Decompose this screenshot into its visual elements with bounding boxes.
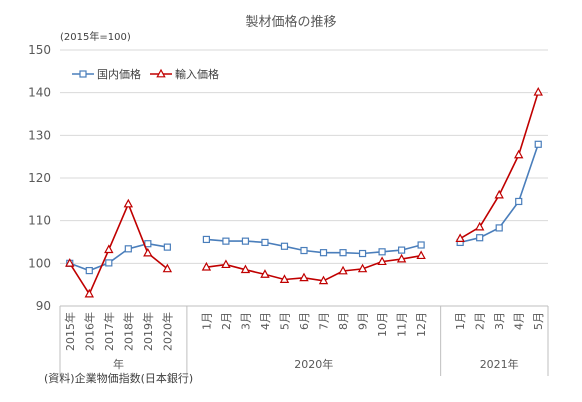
series-line <box>206 238 422 255</box>
x-tick-label: 7月 <box>318 312 331 330</box>
series-line <box>459 91 539 240</box>
data-point <box>124 245 132 253</box>
x-tick-label: 10月 <box>376 312 389 337</box>
data-point <box>143 247 153 257</box>
data-point <box>455 233 465 242</box>
y-tick-label: 120 <box>28 171 51 185</box>
data-point <box>105 259 113 267</box>
x-tick-label: 2018年 <box>121 312 135 351</box>
data-point <box>222 237 230 245</box>
data-point <box>299 272 309 282</box>
x-tick-label: 5月 <box>532 312 545 330</box>
x-tick-label: 11月 <box>396 312 409 337</box>
group-label: 2021年 <box>480 357 519 371</box>
data-point <box>514 149 524 159</box>
data-point <box>162 263 173 273</box>
x-tick-label: 9月 <box>357 312 370 330</box>
y-tick-label: 100 <box>28 256 51 270</box>
data-point <box>495 224 503 232</box>
x-tick-label: 2月 <box>474 312 487 330</box>
data-point <box>378 248 386 256</box>
data-point <box>318 275 329 285</box>
legend-marker <box>156 68 166 78</box>
group-label: 年 <box>113 357 124 371</box>
x-tick-label: 3月 <box>493 312 506 330</box>
data-point <box>123 198 134 208</box>
x-tick-label: 8月 <box>337 312 350 330</box>
data-point <box>398 246 406 254</box>
data-point <box>85 266 93 275</box>
data-point <box>65 258 75 267</box>
data-point <box>319 249 328 257</box>
x-tick-label: 5月 <box>278 312 291 330</box>
data-point <box>474 221 485 231</box>
series-line <box>206 254 422 282</box>
y-tick-label: 90 <box>36 299 51 313</box>
data-point <box>279 274 290 283</box>
legend: 国内価格 輸入価格 <box>72 67 219 81</box>
data-point <box>300 246 308 255</box>
data-point <box>417 241 425 249</box>
data-point <box>104 244 114 254</box>
data-point <box>241 237 250 245</box>
x-tick-label: 3月 <box>239 312 252 330</box>
legend-label: 輸入価格 <box>175 67 219 81</box>
data-point <box>357 263 368 273</box>
x-tick-label: 4月 <box>259 312 272 330</box>
group-label: 2020年 <box>294 357 333 371</box>
x-tick-label: 2月 <box>220 312 233 330</box>
x-tick-label: 6月 <box>298 312 311 330</box>
gridlines <box>60 49 548 307</box>
x-tick-label: 2015年 <box>63 312 77 351</box>
x-tick-label: 2019年 <box>141 312 155 351</box>
data-point <box>358 249 367 258</box>
data-point <box>416 250 426 260</box>
x-tick-label: 2017年 <box>102 312 116 351</box>
axes: 90 100 110 120 130 140 150 2015年 2016年 2017年 2018年… <box>28 43 549 376</box>
y-tick-label: 150 <box>28 43 51 57</box>
chart-title: 製材価格の推移 <box>245 14 336 30</box>
y-tick-label: 110 <box>28 214 51 228</box>
data-point <box>260 269 270 278</box>
y-tick-label: 140 <box>28 86 51 100</box>
data-point <box>201 261 212 271</box>
series-layer <box>65 86 543 298</box>
data-point <box>338 265 348 275</box>
y-tick-label: 130 <box>28 128 51 142</box>
data-point <box>377 256 387 266</box>
data-point <box>280 242 289 250</box>
x-tick-label: 1月 <box>200 312 213 330</box>
x-tick-label: 2016年 <box>82 312 96 351</box>
data-point <box>533 86 543 96</box>
x-tick-label: 1月 <box>454 312 467 330</box>
source-note: (資料)企業物価指数(日本銀行) <box>44 371 193 385</box>
data-point <box>202 235 210 244</box>
series-line <box>69 201 168 296</box>
unit-note: (2015年=100) <box>60 30 131 43</box>
data-point <box>494 189 504 199</box>
data-point <box>534 140 542 148</box>
x-tick-label: 4月 <box>513 312 526 330</box>
data-point <box>240 264 251 274</box>
data-point <box>163 243 171 251</box>
legend-marker <box>79 70 87 78</box>
data-point <box>515 197 523 206</box>
x-tick-label: 2020年 <box>160 312 174 351</box>
data-point <box>84 288 94 298</box>
data-point <box>339 249 347 257</box>
data-point <box>476 234 484 242</box>
x-tick-label: 12月 <box>415 312 428 337</box>
legend-label: 国内価格 <box>97 67 141 81</box>
data-point <box>396 253 407 263</box>
data-point <box>261 238 269 247</box>
data-point <box>221 259 231 269</box>
